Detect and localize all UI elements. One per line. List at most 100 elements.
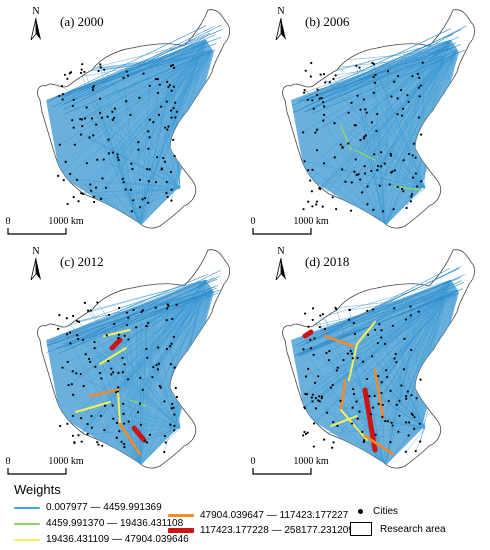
- network-link: [305, 295, 446, 377]
- city-dot: [331, 196, 334, 199]
- strong-link: [394, 185, 422, 191]
- city-dot: [100, 116, 104, 119]
- city-dot: [91, 86, 95, 89]
- network-link: [139, 182, 157, 227]
- network-map: N 0 1000 km: [6, 6, 230, 235]
- network-link: [318, 400, 386, 467]
- city-dot: [402, 159, 405, 162]
- network-link: [382, 295, 446, 418]
- city-dot: [412, 142, 415, 145]
- city-dot: [61, 98, 64, 101]
- network-link: [315, 279, 452, 409]
- city-dot: [395, 361, 398, 364]
- city-dot: [398, 399, 401, 402]
- city-dot: [372, 208, 375, 211]
- network-link: [64, 275, 221, 352]
- city-dot: [410, 394, 413, 397]
- city-dot: [313, 381, 317, 385]
- legend-class-3: 19436.431109 — 47904.039646: [14, 534, 189, 545]
- network-link: [349, 309, 386, 467]
- network-link: [66, 279, 207, 319]
- city-dot: [336, 366, 339, 369]
- city-dot: [106, 115, 109, 118]
- city-dot: [350, 101, 353, 104]
- city-dot: [318, 325, 321, 329]
- network-link: [93, 187, 181, 197]
- city-dot: [335, 369, 338, 372]
- network-link: [310, 49, 466, 115]
- city-dot: [312, 107, 315, 110]
- city-dot: [390, 421, 393, 424]
- city-dot: [175, 395, 179, 399]
- network-link: [305, 42, 457, 112]
- city-dot: [174, 116, 177, 119]
- city-dot: [379, 151, 383, 154]
- strong-link: [302, 329, 314, 339]
- city-dot: [99, 414, 102, 417]
- city-dot: [404, 395, 408, 398]
- city-dot: [317, 375, 320, 378]
- city-dot: [107, 152, 110, 155]
- north-label: N: [277, 246, 284, 257]
- city-dot: [419, 84, 422, 87]
- city-dot: [89, 309, 92, 312]
- city-dot: [320, 96, 323, 100]
- network-link: [342, 169, 426, 189]
- network-link: [113, 323, 141, 467]
- network-link: [340, 400, 386, 467]
- network-link: [392, 325, 426, 429]
- city-dot: [98, 371, 102, 375]
- city-dot: [415, 397, 418, 400]
- city-dot: [321, 205, 324, 208]
- city-dot: [314, 131, 317, 134]
- city-dot: [374, 73, 377, 76]
- legend-cities: Cities: [347, 506, 398, 517]
- city-dot: [145, 324, 148, 328]
- city-dot: [158, 83, 161, 86]
- city-dot: [170, 89, 173, 92]
- city-dot: [411, 193, 414, 196]
- city-dot: [328, 81, 331, 84]
- panel-title: (d) 2018: [305, 254, 350, 269]
- city-dot: [164, 441, 167, 444]
- city-dot: [325, 411, 329, 414]
- network-link: [367, 279, 452, 380]
- city-dot: [411, 75, 414, 78]
- network-link: [114, 108, 141, 227]
- city-dot: [311, 205, 314, 208]
- legend-class-2: 4459.991370 — 19436.431108: [14, 518, 183, 529]
- network-link: [308, 44, 453, 100]
- city-dot: [83, 301, 86, 304]
- network-link: [357, 95, 386, 227]
- city-dot: [371, 308, 375, 311]
- city-dot: [152, 365, 155, 369]
- city-dot: [332, 77, 335, 80]
- network-link: [149, 49, 213, 170]
- city-dot: [366, 185, 369, 188]
- city-dot: [72, 126, 75, 129]
- city-dot: [117, 158, 120, 162]
- city-dot: [82, 192, 85, 195]
- network-link: [350, 49, 458, 211]
- network-link: [309, 33, 454, 110]
- city-dot: [395, 403, 398, 407]
- network-link: [63, 43, 217, 97]
- city-dot: [421, 61, 424, 64]
- city-dot: [362, 440, 365, 444]
- city-dot: [311, 99, 314, 102]
- city-dot: [361, 430, 364, 434]
- network-link: [100, 39, 207, 199]
- network-link: [379, 55, 446, 186]
- network-link: [96, 55, 201, 125]
- map-panel-a: N 0 1000 km (a) 2000: [0, 0, 245, 240]
- network-link: [85, 354, 181, 429]
- city-dot: [131, 167, 134, 171]
- city-dot: [75, 178, 78, 181]
- city-dot: [73, 441, 76, 444]
- city-dot: [168, 345, 172, 348]
- city-dot: [320, 395, 324, 398]
- legend: Weights 0.007977 — 4459.991369 4459.9913…: [0, 478, 490, 550]
- city-dot: [353, 170, 356, 173]
- city-dot: [304, 392, 307, 396]
- network-link: [148, 49, 213, 149]
